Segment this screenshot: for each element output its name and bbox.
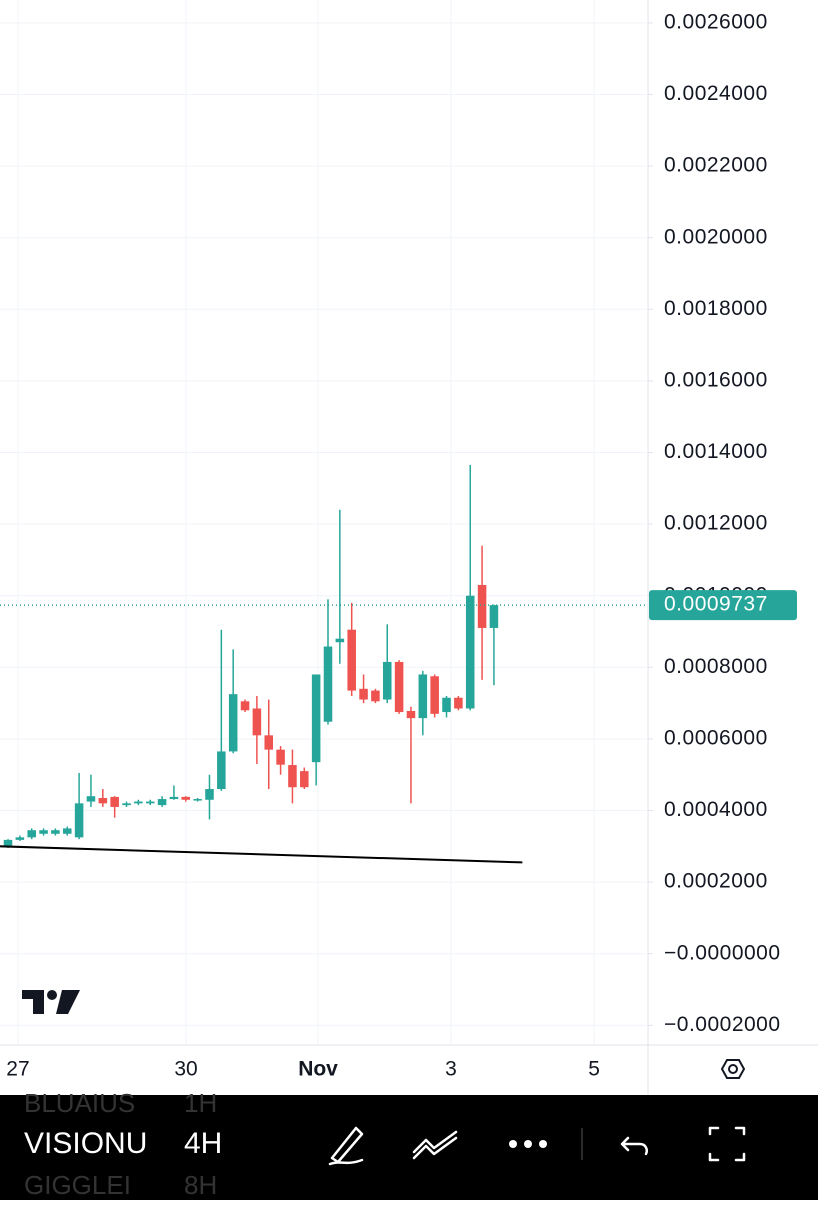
candle-body (74, 803, 84, 838)
undo-icon[interactable] (620, 1136, 648, 1156)
candle-body (347, 629, 356, 691)
candle-body (110, 796, 119, 807)
candle-body (371, 690, 380, 702)
candle-body (145, 801, 155, 804)
y-tick-label: −0.0002000 (664, 1013, 781, 1036)
candle-body (477, 584, 487, 628)
candle-body (217, 751, 226, 790)
dot (524, 1140, 532, 1148)
y-tick-label: 0.0022000 (664, 154, 768, 177)
candle-body (252, 708, 262, 736)
candle-body (98, 797, 108, 804)
symbol[interactable]: VISIONU (24, 1127, 147, 1160)
candle-body (62, 828, 72, 834)
candle-body (394, 661, 404, 713)
candle-body (323, 646, 333, 722)
symbol[interactable]: GIGGLEI (24, 1170, 131, 1200)
candle-body (442, 697, 451, 713)
candle-body (3, 839, 13, 847)
interval[interactable]: 1H (184, 1088, 217, 1118)
y-tick-label: 0.0006000 (664, 726, 768, 749)
tradingview-logo (22, 990, 80, 1014)
logo-part (56, 990, 80, 1014)
candle-body (51, 830, 60, 834)
y-tick-label: 0.0014000 (664, 440, 768, 463)
candle-body (264, 735, 274, 750)
candle-body (134, 801, 143, 804)
symbol[interactable]: BLUAIUS (24, 1088, 135, 1118)
candle-body (430, 676, 439, 714)
y-tick-label: 0.0008000 (664, 655, 768, 678)
y-tick-label: 0.0024000 (664, 82, 768, 105)
y-tick-label: 0.0002000 (664, 870, 768, 893)
x-tick-label: Nov (298, 1058, 338, 1081)
interval[interactable]: 8H (184, 1170, 217, 1200)
draw-icon[interactable] (328, 1126, 364, 1166)
candle-body (228, 694, 238, 752)
x-tick-label: 27 (6, 1058, 29, 1081)
candle-body (169, 796, 179, 800)
candle-body (359, 688, 368, 700)
fullscreen-icon[interactable] (708, 1126, 746, 1162)
fade (150, 1095, 170, 1200)
candle-body (418, 674, 428, 719)
x-tick-label: 3 (445, 1058, 457, 1081)
toolbar (0, 1095, 818, 1200)
trend-line (0, 845, 523, 864)
candle-body (157, 799, 167, 806)
candle-body (15, 837, 25, 840)
candle-body (39, 830, 48, 834)
grid (0, 0, 648, 1045)
last-price-label: 0.0009737 (664, 593, 768, 616)
y-tick-label: −0.0000000 (664, 941, 781, 964)
axes: 0.0026000 0.0024000 0.0022000 0.0020000 0.00… (6, 10, 797, 1081)
candle-body (276, 749, 285, 765)
last-price-box (649, 590, 797, 621)
candle-body (193, 799, 202, 801)
candle-body (288, 765, 297, 788)
candle-body (311, 674, 321, 763)
candle-body (382, 661, 392, 700)
dot (509, 1140, 517, 1148)
y-tick-label: 0.0016000 (664, 368, 768, 391)
y-tick-label: 0.0018000 (664, 297, 768, 320)
hexagon (720, 1059, 746, 1079)
background (0, 0, 818, 1095)
candle-body (181, 796, 191, 800)
settings-icon[interactable] (720, 1059, 746, 1079)
candles (0, 465, 648, 864)
candle-body (86, 796, 96, 802)
candle-body (205, 789, 214, 800)
candle-body (454, 697, 463, 709)
x-tick-label: 5 (588, 1058, 600, 1081)
candle-body (335, 638, 345, 643)
y-tick-label: 0.0020000 (664, 225, 768, 248)
y-tick-label: 0.0004000 (664, 798, 768, 821)
candle-body (300, 771, 309, 788)
x-tick-label: 30 (174, 1058, 197, 1081)
candle-body (240, 701, 250, 711)
more-icon[interactable] (509, 1140, 547, 1148)
dot (539, 1140, 547, 1148)
interval[interactable]: 4H (184, 1127, 222, 1160)
circle (728, 1064, 738, 1074)
y-tick-label: 0.0026000 (664, 10, 768, 33)
candle-body (465, 595, 475, 709)
candle-body (489, 605, 499, 628)
candle-body (406, 710, 416, 719)
candle-body (27, 830, 36, 838)
logo-part (47, 990, 57, 1000)
trend-icon[interactable] (412, 1130, 458, 1160)
y-tick-label: 0.0012000 (664, 512, 768, 535)
logo-part (33, 990, 44, 1014)
candle-body (122, 803, 131, 806)
